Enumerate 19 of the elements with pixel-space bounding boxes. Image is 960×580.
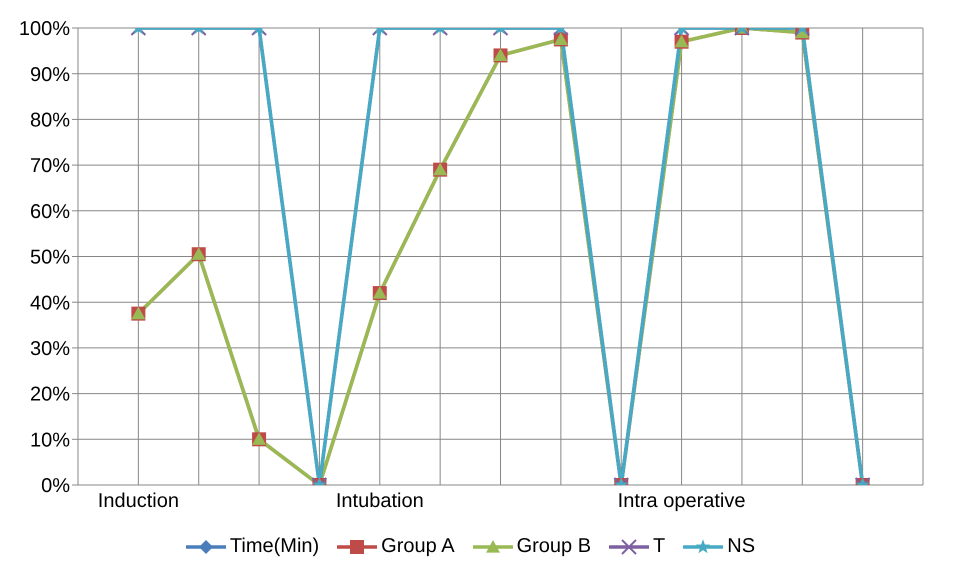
y-tick-label: 90% [30, 64, 70, 86]
y-tick-label: 10% [30, 429, 70, 452]
x-tick-label: Intra operative [618, 490, 746, 512]
legend-label: NS [726, 535, 756, 558]
y-tick-label: 70% [30, 155, 70, 178]
x-tick-label: Intubation [336, 490, 424, 512]
y-tick-label: 100% [18, 18, 70, 40]
y-tick-label: 50% [30, 246, 70, 269]
legend-label: Group B [516, 535, 592, 558]
legend-label: Time(Min) [228, 535, 320, 558]
x-tick-label: Induction [98, 490, 179, 512]
y-tick-label: 80% [30, 110, 70, 132]
y-tick-label: 30% [30, 338, 70, 360]
legend-label: T [652, 535, 666, 558]
y-tick-label: 0% [41, 475, 70, 498]
y-tick-label: 20% [30, 384, 70, 406]
y-tick-label: 40% [30, 292, 70, 314]
y-tick-label: 60% [30, 200, 70, 223]
legend-label: Group A [380, 535, 455, 558]
